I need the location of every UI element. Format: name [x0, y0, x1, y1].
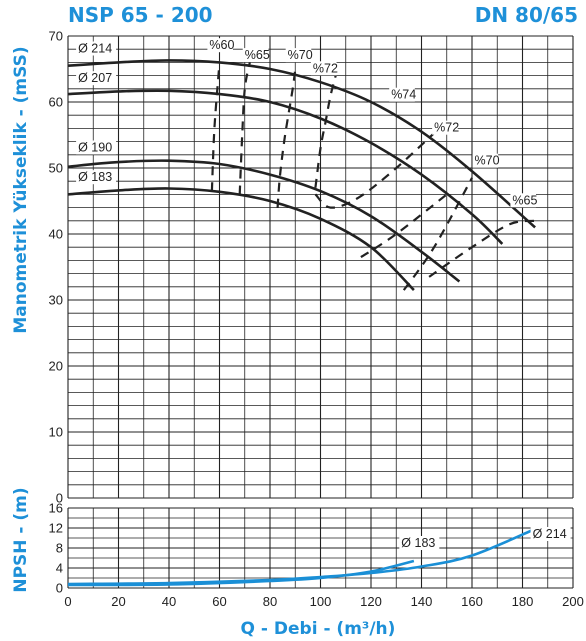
head-curve	[67, 159, 461, 283]
efficiency-label-bg	[389, 87, 415, 102]
efficiency-label-bg	[510, 193, 536, 208]
chart-title-right: DN 80/65	[475, 3, 578, 27]
head-curve-label: Ø 190	[78, 141, 112, 155]
npsh-tick-label: 12	[49, 521, 63, 536]
head-tick-label: 30	[49, 293, 63, 308]
head-grid	[67, 35, 574, 499]
npsh-curve-label-bg	[530, 527, 571, 541]
head-curve-label-bg	[76, 41, 117, 56]
head-tick-label: 70	[49, 29, 63, 44]
head-curve	[67, 187, 415, 292]
head-curves	[67, 59, 536, 292]
efficiency-curve	[238, 62, 251, 195]
x-tick-label: 140	[411, 594, 433, 609]
efficiency-curve	[428, 219, 536, 278]
x-tick-label: 200	[562, 594, 584, 609]
x-tick-label: 60	[212, 594, 226, 609]
efficiency-label: %70	[475, 154, 500, 168]
x-tick-label: 100	[310, 594, 332, 609]
efficiency-curve	[276, 68, 297, 208]
efficiency-label-bg	[207, 38, 233, 53]
efficiency-label: %74	[391, 88, 416, 102]
head-curve-label: Ø 214	[78, 42, 112, 56]
head-curve-label-bg	[76, 71, 117, 86]
head-y-ticks: 0 10 20 30 40 50 60 70	[49, 29, 63, 506]
head-curve-label-bg	[76, 170, 117, 185]
x-tick-label: 160	[461, 594, 483, 609]
efficiency-curve	[210, 62, 221, 192]
npsh-y-ticks: 0 4 8 12 16	[49, 501, 63, 596]
x-tick-label: 40	[162, 594, 176, 609]
efficiency-curve	[314, 127, 440, 209]
chart-title-left: NSP 65 - 200	[68, 3, 213, 27]
head-tick-label: 20	[49, 359, 63, 374]
npsh-tick-label: 4	[56, 561, 63, 576]
npsh-axis-label: NPSH - (m)	[11, 487, 31, 592]
efficiency-label-bg	[310, 61, 337, 76]
efficiency-label: %65	[512, 193, 537, 207]
head-curve	[67, 89, 504, 245]
efficiency-label: %60	[209, 38, 234, 52]
npsh-tick-label: 0	[56, 581, 63, 596]
npsh-curve-label: Ø 183	[401, 536, 435, 550]
head-tick-label: 0	[56, 491, 63, 506]
head-tick-label: 10	[49, 425, 63, 440]
head-tick-label: 60	[49, 95, 63, 110]
head-tick-label: 40	[49, 227, 63, 242]
npsh-tick-label: 8	[56, 541, 63, 556]
npsh-curve	[67, 527, 536, 586]
efficiency-curve	[314, 75, 337, 188]
efficiency-label-bg	[242, 48, 269, 63]
head-tick-label: 50	[49, 161, 63, 176]
npsh-tick-label: 16	[49, 501, 63, 516]
x-tick-label: 20	[111, 594, 125, 609]
efficiency-label: %72	[434, 121, 459, 135]
efficiency-label: %65	[245, 48, 270, 62]
efficiency-label: %72	[313, 61, 338, 75]
npsh-curve-label: Ø 214	[533, 527, 567, 541]
efficiency-label-bg	[472, 153, 499, 168]
head-curve	[67, 59, 536, 229]
head-curve-label: Ø 183	[78, 170, 112, 184]
x-tick-label: 120	[360, 594, 382, 609]
efficiency-label-bg	[285, 48, 312, 63]
x-tick-label: 80	[263, 594, 277, 609]
head-axis-label: Manometrik Yükseklik - (mSS)	[11, 46, 31, 333]
efficiency-curve	[402, 177, 473, 291]
efficiency-curves	[210, 62, 536, 291]
npsh-curves	[67, 527, 536, 587]
efficiency-label-bg	[432, 120, 458, 135]
x-ticks: 0 20 40 60 80 100 120 140 160 180 200	[64, 594, 583, 609]
npsh-curve-label-bg	[399, 536, 440, 550]
x-axis-label: Q - Debi - (m³/h)	[241, 619, 396, 639]
efficiency-label: %70	[288, 48, 313, 62]
head-curve-label-bg	[76, 140, 117, 155]
x-tick-label: 0	[64, 594, 71, 609]
x-tick-label: 180	[512, 594, 534, 609]
head-curve-label: Ø 207	[78, 71, 112, 85]
